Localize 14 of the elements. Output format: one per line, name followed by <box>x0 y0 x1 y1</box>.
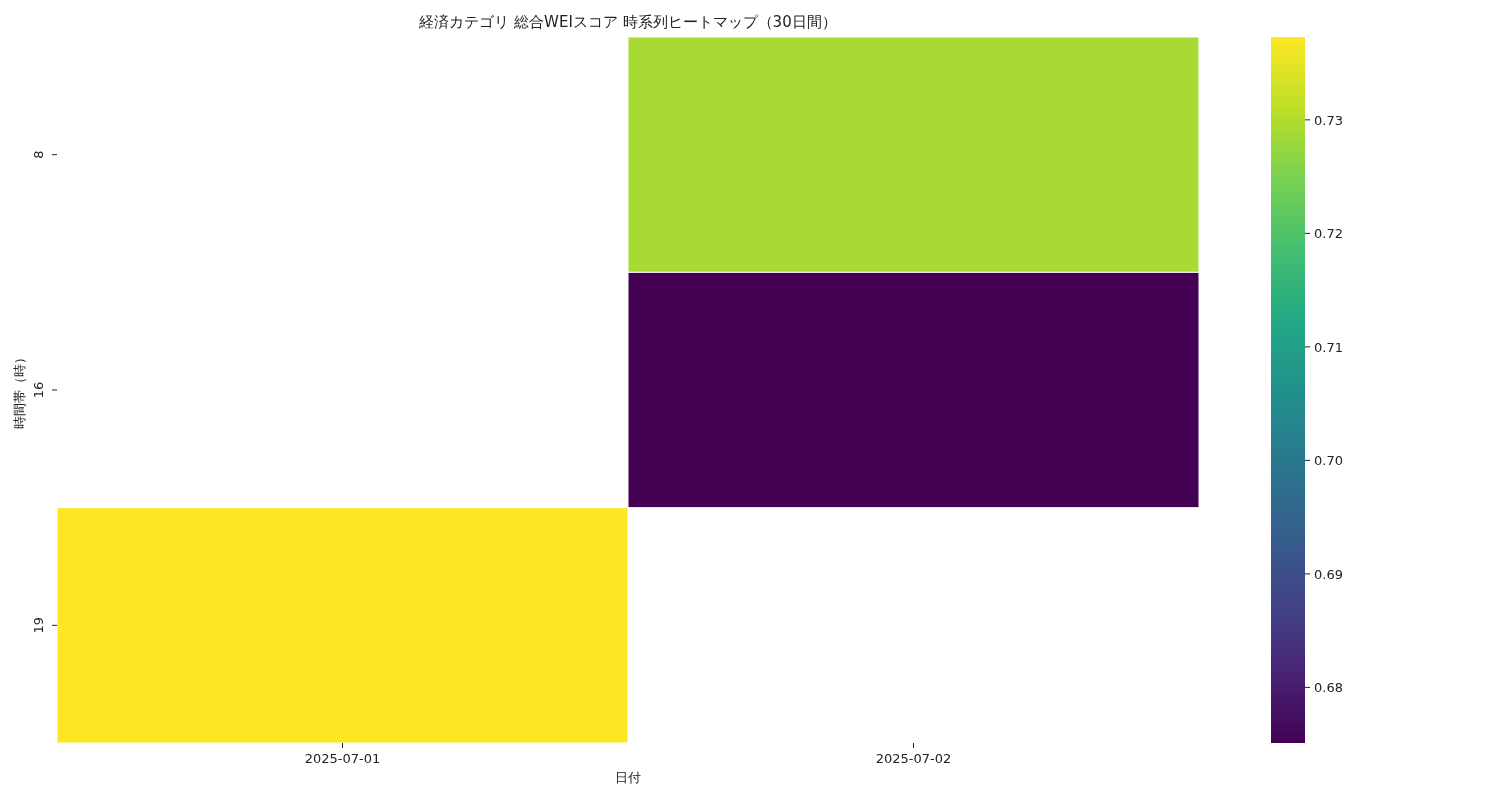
color-bar-label: 0.72 <box>1314 226 1343 242</box>
x-tick-label: 2025-07-01 <box>304 751 381 766</box>
chart-title: 経済カテゴリ 総合WEIスコア 時系列ヒートマップ（30日間） <box>418 13 837 31</box>
x-axis-title: 日付 <box>615 770 641 785</box>
y-axis-title: 時間帯（時） <box>12 351 27 429</box>
color-bar-label: 0.69 <box>1314 566 1343 582</box>
y-tick-label: 16 <box>31 381 46 399</box>
color-bar-label: 0.73 <box>1314 112 1343 128</box>
y-tick-label: 8 <box>31 150 46 159</box>
color-bar-label: 0.68 <box>1314 680 1343 696</box>
color-bar-label: 0.70 <box>1314 453 1343 469</box>
y-tick-label: 19 <box>31 617 46 634</box>
x-tick-label: 2025-07-02 <box>875 751 952 766</box>
color-bar-label: 0.71 <box>1314 339 1343 355</box>
